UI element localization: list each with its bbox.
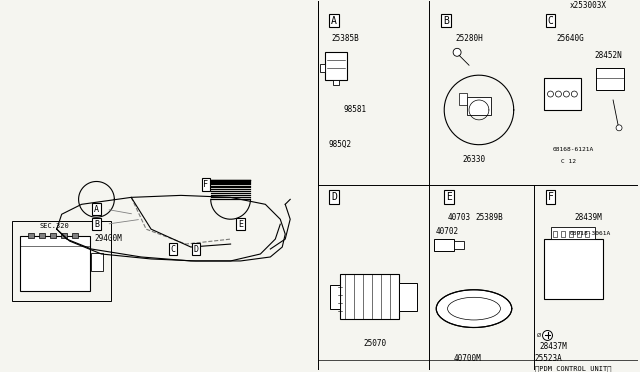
- Text: 25280H: 25280H: [455, 34, 483, 43]
- Text: E: E: [238, 220, 243, 229]
- Bar: [596, 68, 624, 90]
- Bar: [561, 231, 565, 237]
- Bar: [459, 93, 467, 105]
- Text: 40700M: 40700M: [453, 354, 481, 363]
- Text: 26330: 26330: [463, 155, 486, 164]
- Text: F: F: [204, 180, 208, 189]
- Bar: [92, 253, 104, 271]
- Text: 25070: 25070: [363, 339, 386, 348]
- Bar: [435, 239, 454, 251]
- Bar: [543, 78, 581, 110]
- Text: C: C: [548, 16, 554, 26]
- Bar: [333, 80, 339, 85]
- Text: 98581: 98581: [343, 105, 366, 115]
- Bar: [330, 285, 340, 309]
- Text: Ø: Ø: [536, 333, 541, 338]
- Bar: [585, 231, 589, 237]
- Text: 25523A: 25523A: [534, 354, 563, 363]
- Text: D: D: [193, 244, 198, 254]
- Bar: [320, 64, 325, 72]
- Text: 08918-3061A: 08918-3061A: [570, 231, 611, 235]
- Text: 〈PDM CONTROL UNIT〉: 〈PDM CONTROL UNIT〉: [535, 365, 612, 372]
- Bar: [72, 233, 77, 238]
- Bar: [20, 236, 90, 291]
- Text: 985Q2: 985Q2: [328, 140, 351, 149]
- Bar: [325, 52, 347, 80]
- Circle shape: [556, 91, 561, 97]
- Text: A: A: [94, 205, 99, 214]
- Bar: [554, 231, 557, 237]
- Text: E: E: [446, 192, 452, 202]
- Text: 25385B: 25385B: [331, 34, 358, 43]
- Text: F: F: [548, 192, 554, 202]
- Bar: [399, 283, 417, 311]
- Text: 28452N: 28452N: [595, 51, 622, 60]
- Bar: [577, 231, 581, 237]
- Text: D: D: [331, 192, 337, 202]
- Text: B: B: [444, 16, 449, 26]
- Text: C: C: [170, 244, 175, 254]
- Text: 294G0M: 294G0M: [95, 234, 122, 243]
- Text: SEC.320: SEC.320: [40, 223, 70, 229]
- Text: C 12: C 12: [561, 159, 576, 164]
- Text: 08168-6121A: 08168-6121A: [553, 147, 594, 152]
- Circle shape: [563, 91, 570, 97]
- Bar: [340, 274, 399, 318]
- Bar: [61, 233, 67, 238]
- Ellipse shape: [436, 290, 512, 327]
- Circle shape: [572, 91, 577, 97]
- Bar: [454, 241, 464, 249]
- Text: 28439M: 28439M: [574, 213, 602, 222]
- Bar: [28, 233, 34, 238]
- Bar: [543, 239, 603, 299]
- Bar: [50, 233, 56, 238]
- Bar: [552, 227, 595, 239]
- Text: 28437M: 28437M: [540, 342, 567, 351]
- Ellipse shape: [447, 297, 500, 320]
- Bar: [570, 231, 573, 237]
- Text: B: B: [94, 220, 99, 229]
- Text: 40702: 40702: [436, 227, 459, 235]
- Text: 40703: 40703: [447, 213, 470, 222]
- Text: 25640G: 25640G: [557, 34, 584, 43]
- Circle shape: [547, 91, 554, 97]
- Bar: [39, 233, 45, 238]
- Circle shape: [453, 48, 461, 56]
- Bar: [12, 221, 111, 301]
- Text: 25389B: 25389B: [475, 213, 503, 222]
- Circle shape: [543, 330, 552, 340]
- Circle shape: [616, 125, 622, 131]
- Text: x253003X: x253003X: [570, 1, 607, 10]
- Bar: [467, 97, 491, 115]
- Text: A: A: [331, 16, 337, 26]
